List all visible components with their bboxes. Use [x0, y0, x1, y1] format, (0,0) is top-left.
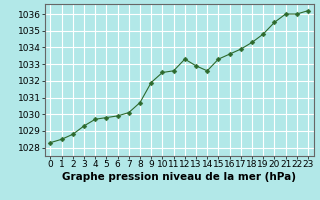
X-axis label: Graphe pression niveau de la mer (hPa): Graphe pression niveau de la mer (hPa)	[62, 172, 296, 182]
